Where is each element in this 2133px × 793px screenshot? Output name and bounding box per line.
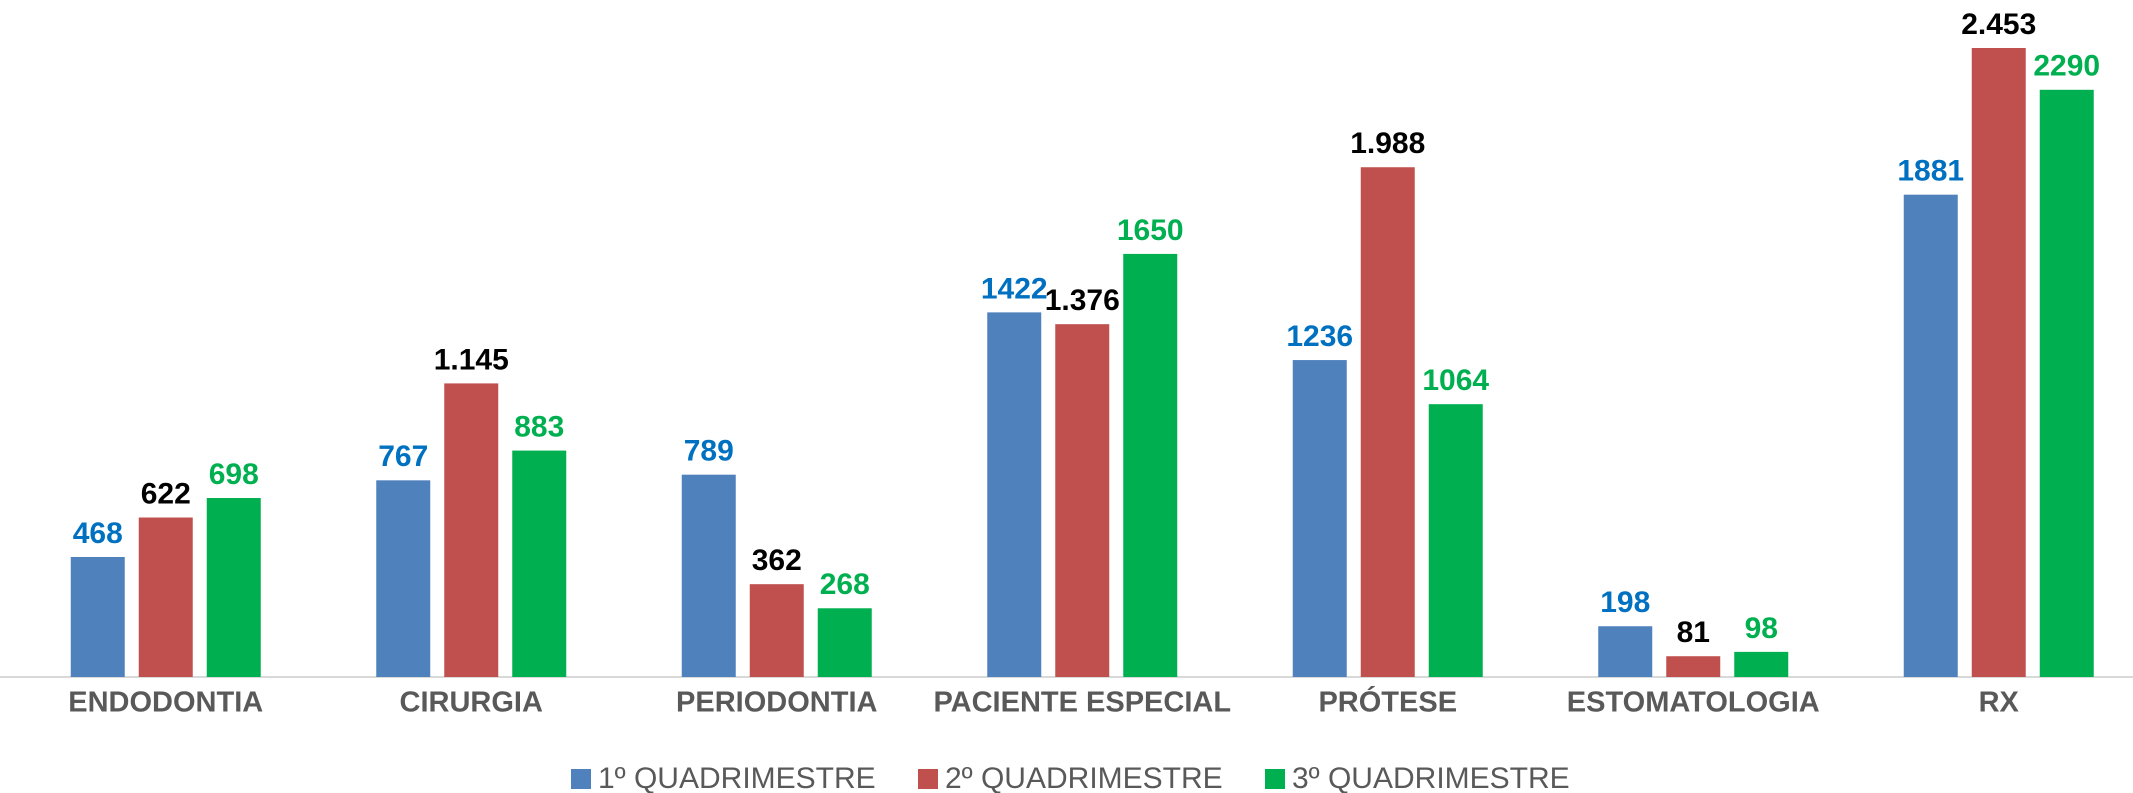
bar xyxy=(987,312,1042,677)
legend-label: 3º QUADRIMESTRE xyxy=(1292,762,1570,793)
bar xyxy=(1055,324,1110,677)
bar xyxy=(1292,360,1347,677)
legend-swatch xyxy=(1265,769,1285,789)
legend-swatch xyxy=(571,769,591,789)
bar xyxy=(70,556,125,677)
bar xyxy=(681,474,736,677)
x-tick-label: ENDODONTIA xyxy=(68,687,263,719)
x-tick-label: CIRURGIA xyxy=(400,687,543,719)
value-label: 883 xyxy=(514,411,564,444)
legend-label: 2º QUADRIMESTRE xyxy=(945,762,1223,793)
bar xyxy=(1971,48,2026,677)
legend-swatch xyxy=(918,769,938,789)
value-label: 268 xyxy=(820,568,870,601)
value-label: 1.145 xyxy=(434,343,509,376)
bar xyxy=(376,480,431,677)
value-label: 2290 xyxy=(2033,50,2100,83)
value-label: 698 xyxy=(209,458,259,491)
value-label: 1.988 xyxy=(1350,127,1425,160)
value-label: 362 xyxy=(752,544,802,577)
value-label: 1.376 xyxy=(1045,284,1120,317)
bar xyxy=(206,498,261,677)
value-label: 1650 xyxy=(1117,214,1184,247)
x-tick-label: ESTOMATOLOGIA xyxy=(1567,687,1820,719)
bar xyxy=(1428,404,1483,677)
value-label: 81 xyxy=(1677,616,1710,649)
x-tick-label: PRÓTESE xyxy=(1318,685,1457,719)
bar xyxy=(1903,194,1958,677)
value-label: 98 xyxy=(1745,612,1778,645)
bar xyxy=(749,584,804,677)
x-tick-label: PACIENTE ESPECIAL xyxy=(933,687,1231,719)
bar xyxy=(1598,626,1653,677)
x-tick-label: PERIODONTIA xyxy=(676,687,877,719)
bar xyxy=(1123,253,1178,677)
bar xyxy=(1734,651,1789,677)
bar xyxy=(1360,167,1415,677)
bar xyxy=(2039,89,2094,678)
bar xyxy=(817,608,872,677)
x-tick-label: RX xyxy=(1979,687,2020,719)
legend-label: 1º QUADRIMESTRE xyxy=(598,762,876,793)
value-label: 767 xyxy=(378,440,428,473)
value-label: 1236 xyxy=(1286,320,1353,353)
value-label: 1064 xyxy=(1422,364,1489,397)
bar xyxy=(512,450,567,677)
value-label: 1422 xyxy=(981,272,1048,305)
value-label: 1881 xyxy=(1897,155,1964,188)
value-label: 622 xyxy=(141,477,191,510)
value-label: 789 xyxy=(684,435,734,468)
bar xyxy=(444,383,499,677)
value-label: 468 xyxy=(73,517,123,550)
value-label: 198 xyxy=(1600,586,1650,619)
bar xyxy=(1666,656,1721,677)
bar xyxy=(138,517,193,677)
value-label: 2.453 xyxy=(1961,8,2036,41)
